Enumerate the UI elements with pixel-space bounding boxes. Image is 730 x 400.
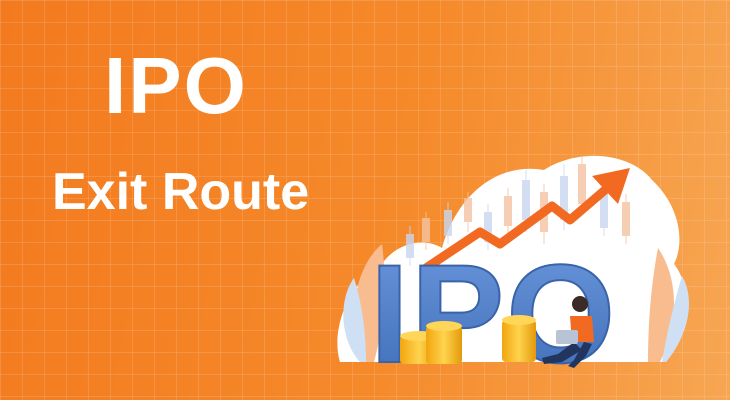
person-with-laptop-icon: [542, 296, 594, 368]
cloud-backdrop: [337, 155, 686, 362]
ipo-illustration: IPO: [337, 155, 689, 393]
coin-stack-middle-icon: [502, 315, 536, 362]
banner-title: IPO: [104, 41, 248, 130]
growth-arrow-icon: [421, 168, 630, 273]
banner-subtitle: Exit Route: [52, 163, 310, 221]
coin-stack-left-icon: [400, 321, 462, 364]
leaf-left-2-icon: [343, 278, 366, 362]
leaf-right-2-icon: [662, 276, 689, 362]
illustration-ipo-letters: IPO: [370, 235, 617, 392]
